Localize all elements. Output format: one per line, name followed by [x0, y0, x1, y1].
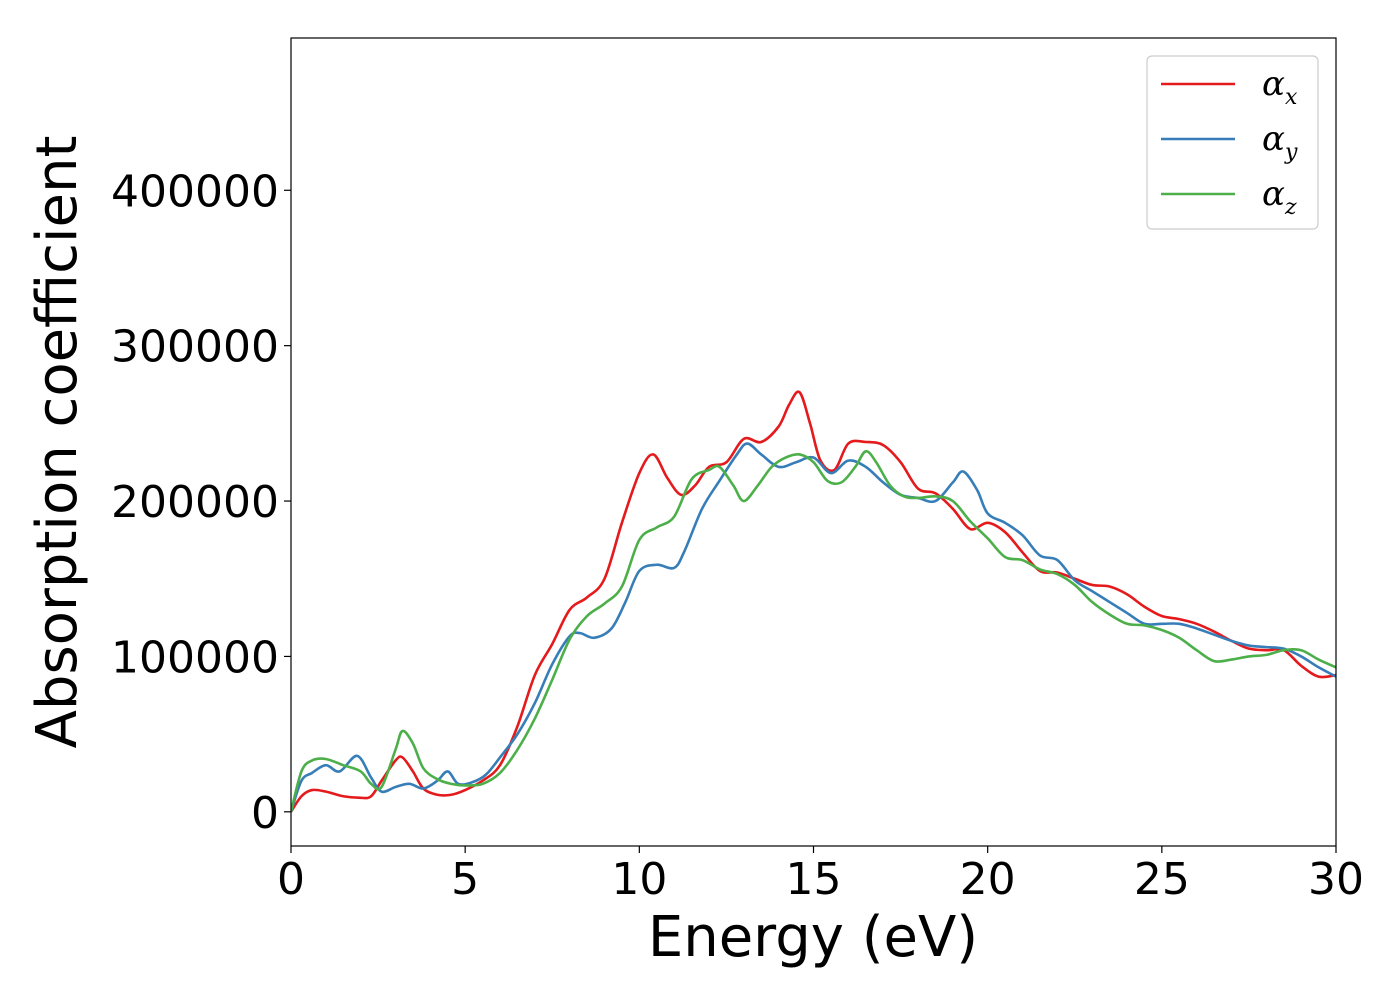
series-layer: [291, 390, 1336, 813]
x-tick-label: 15: [786, 854, 842, 905]
legend-items: αx αy αz: [1161, 64, 1298, 220]
series-line-alpha-z: [291, 450, 1336, 813]
legend: αx αy αz: [1146, 55, 1319, 230]
y-tick-label: 400000: [111, 166, 279, 217]
x-tick-label: 5: [451, 854, 479, 905]
y-tick-label: 0: [251, 788, 279, 839]
y-axis: 0 100000 200000 300000 400000: [111, 166, 291, 839]
legend-label-alpha-y: αy: [1262, 119, 1298, 165]
legend-label-alpha-x: αx: [1262, 64, 1298, 110]
x-axis: 0 5 10 15 20 25 30: [277, 846, 1364, 905]
legend-frame: [1146, 55, 1319, 230]
x-tick-label: 0: [277, 854, 305, 905]
x-tick-label: 30: [1308, 854, 1364, 905]
y-tick-label: 100000: [111, 632, 279, 683]
legend-label-alpha-z: αz: [1262, 174, 1297, 220]
x-axis-title: Energy (eV): [648, 905, 978, 970]
x-tick-label: 20: [960, 854, 1016, 905]
y-tick-label: 300000: [111, 322, 279, 373]
y-tick-label: 200000: [111, 477, 279, 528]
x-tick-label: 25: [1134, 854, 1190, 905]
y-axis-title: Absorption coefficient: [25, 136, 90, 749]
x-tick-label: 10: [611, 854, 667, 905]
